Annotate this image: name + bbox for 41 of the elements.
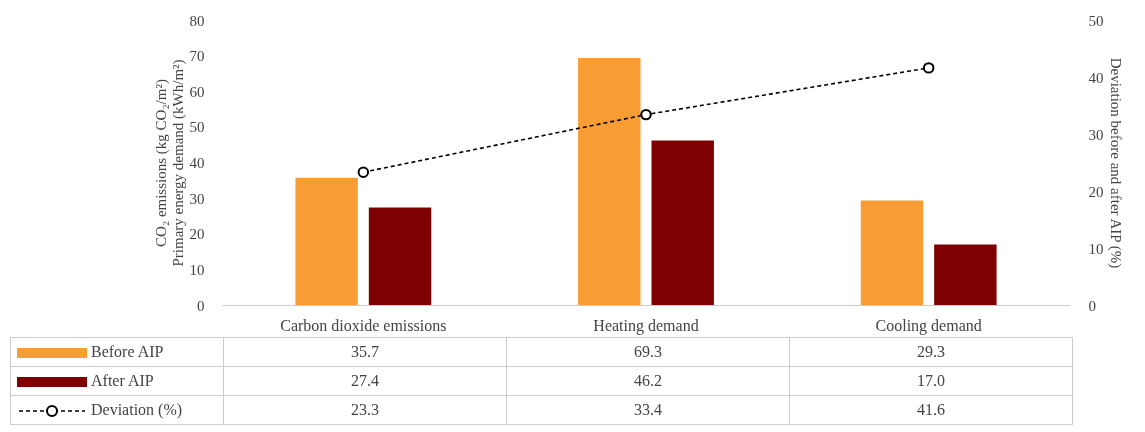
y-tick-label: 0 xyxy=(197,297,205,314)
legend-label: Deviation (%) xyxy=(10,395,224,425)
bar xyxy=(295,177,358,305)
bar xyxy=(651,140,714,305)
data-label: 69.3 xyxy=(506,337,790,367)
y-tick-label: 10 xyxy=(189,261,205,278)
y2-tick-label: 10 xyxy=(1088,240,1104,257)
y2-tick-label: 50 xyxy=(1088,12,1104,29)
data-label: 41.6 xyxy=(789,395,1073,425)
y2-tick-label: 30 xyxy=(1088,126,1104,143)
y2-tick-label: 20 xyxy=(1088,183,1104,200)
data-label: 35.7 xyxy=(223,337,507,367)
y-tick-label: 40 xyxy=(189,155,205,171)
y-tick-label: 50 xyxy=(189,119,205,136)
y2-tick-label: 40 xyxy=(1088,69,1104,86)
point xyxy=(357,166,370,178)
bar xyxy=(368,207,432,305)
legend-label: After AIP xyxy=(10,366,224,396)
data-label: 46.2 xyxy=(506,366,790,396)
y-axis-title: CO₂ emissions (kg CO₂/m²) Primary energy demand (kWh/m²) xyxy=(152,59,187,267)
legend-label: Before AIP xyxy=(10,337,224,367)
y-tick-label: 70 xyxy=(189,48,205,65)
data-label: 29.3 xyxy=(789,337,1073,367)
x-tick-label: Carbon dioxide emissions xyxy=(280,316,447,334)
y2-axis-title: Deviation before and after AIP (%) xyxy=(1106,57,1124,269)
point xyxy=(922,62,935,74)
data-label: 33.4 xyxy=(506,395,790,425)
point xyxy=(640,108,652,121)
data-label: 27.4 xyxy=(223,366,507,396)
y-tick-label: 60 xyxy=(189,83,205,100)
y-tick-label: 20 xyxy=(189,226,205,243)
bar xyxy=(860,200,924,305)
data-label: 23.3 xyxy=(223,395,507,425)
x-tick-label: Heating demand xyxy=(593,316,699,335)
y-tick-label: 80 xyxy=(189,12,205,29)
bar xyxy=(934,244,997,305)
y2-tick-label: 0 xyxy=(1088,297,1096,314)
data-label: 17.0 xyxy=(789,366,1073,396)
y-tick-label: 30 xyxy=(189,190,205,207)
x-tick-label: Cooling demand xyxy=(875,316,982,335)
bar xyxy=(578,58,641,305)
